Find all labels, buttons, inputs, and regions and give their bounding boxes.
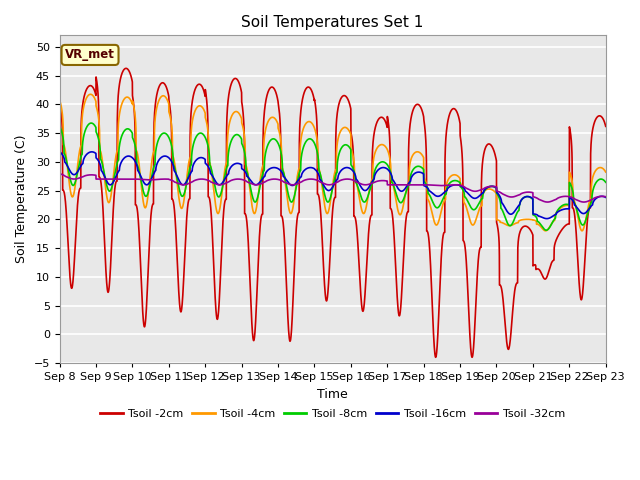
Tsoil -32cm [312, 177, 320, 183]
Tsoil -32cm [425, 182, 433, 188]
Tsoil -2cm [486, 142, 494, 147]
Tsoil -8cm [154, 138, 162, 144]
Tsoil -16cm [455, 182, 463, 188]
Tsoil -8cm [602, 179, 609, 184]
Tsoil -2cm [425, 236, 433, 242]
Tsoil -4cm [154, 100, 162, 106]
Tsoil -2cm [455, 116, 463, 121]
Tsoil -16cm [543, 216, 550, 222]
Tsoil -4cm [86, 91, 94, 97]
Tsoil -2cm [312, 111, 320, 117]
Tsoil -8cm [543, 228, 550, 233]
Tsoil -4cm [602, 168, 609, 174]
Tsoil -8cm [425, 191, 433, 197]
Line: Tsoil -2cm: Tsoil -2cm [60, 68, 605, 357]
Tsoil -2cm [56, 101, 63, 107]
Tsoil -32cm [56, 171, 63, 177]
Tsoil -4cm [312, 132, 320, 138]
Y-axis label: Soil Temperature (C): Soil Temperature (C) [15, 135, 28, 264]
Tsoil -4cm [455, 174, 463, 180]
Tsoil -2cm [602, 123, 609, 129]
Tsoil -32cm [602, 194, 609, 200]
Line: Tsoil -32cm: Tsoil -32cm [60, 174, 605, 202]
Tsoil -4cm [486, 186, 494, 192]
Tsoil -16cm [602, 194, 609, 200]
Tsoil -8cm [56, 123, 63, 129]
Text: VR_met: VR_met [65, 48, 115, 61]
Tsoil -8cm [88, 120, 95, 126]
Tsoil -4cm [602, 169, 609, 175]
Line: Tsoil -16cm: Tsoil -16cm [60, 152, 605, 219]
Tsoil -16cm [154, 159, 161, 165]
Tsoil -16cm [486, 184, 493, 190]
Legend: Tsoil -2cm, Tsoil -4cm, Tsoil -8cm, Tsoil -16cm, Tsoil -32cm: Tsoil -2cm, Tsoil -4cm, Tsoil -8cm, Tsoi… [96, 404, 570, 423]
Tsoil -8cm [602, 180, 609, 185]
Tsoil -2cm [154, 87, 162, 93]
Tsoil -16cm [312, 168, 320, 173]
Tsoil -16cm [601, 194, 609, 200]
Line: Tsoil -4cm: Tsoil -4cm [60, 94, 605, 231]
Title: Soil Temperatures Set 1: Soil Temperatures Set 1 [241, 15, 424, 30]
Tsoil -8cm [455, 179, 463, 185]
X-axis label: Time: Time [317, 388, 348, 401]
Tsoil -2cm [468, 354, 476, 360]
Tsoil -32cm [455, 182, 463, 188]
Tsoil -4cm [542, 228, 550, 234]
Tsoil -32cm [154, 177, 161, 182]
Tsoil -8cm [486, 183, 494, 189]
Tsoil -16cm [56, 149, 63, 155]
Tsoil -2cm [122, 65, 130, 71]
Tsoil -8cm [312, 145, 320, 151]
Tsoil -32cm [601, 194, 609, 200]
Tsoil -4cm [425, 198, 433, 204]
Tsoil -4cm [56, 97, 63, 103]
Tsoil -32cm [486, 183, 493, 189]
Tsoil -32cm [580, 199, 588, 205]
Tsoil -16cm [425, 187, 433, 193]
Line: Tsoil -8cm: Tsoil -8cm [60, 123, 605, 230]
Tsoil -2cm [602, 121, 609, 127]
